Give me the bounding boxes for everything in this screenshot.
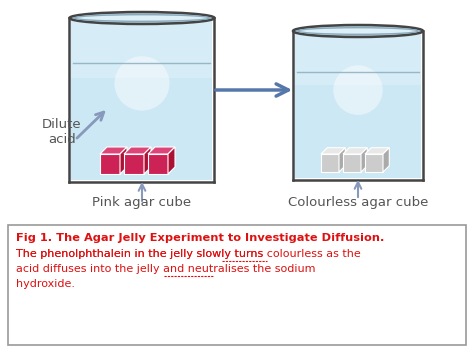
Bar (124, 154, 144, 174)
Text: The phenolphthalein in the jelly slowly turns colourless as the: The phenolphthalein in the jelly slowly … (16, 249, 361, 259)
Bar (321, 154, 339, 172)
Polygon shape (361, 148, 367, 172)
FancyBboxPatch shape (72, 18, 212, 180)
Ellipse shape (293, 25, 423, 37)
Ellipse shape (333, 65, 383, 115)
Bar (148, 154, 168, 174)
Polygon shape (100, 147, 127, 154)
Text: Colourless agar cube: Colourless agar cube (288, 196, 428, 209)
Ellipse shape (298, 28, 418, 34)
Polygon shape (124, 147, 151, 154)
Text: Fig 1. The Agar Jelly Experiment to Investigate Diffusion.: Fig 1. The Agar Jelly Experiment to Inve… (16, 233, 384, 243)
Polygon shape (168, 147, 175, 174)
Polygon shape (144, 147, 151, 174)
Ellipse shape (70, 12, 215, 24)
Text: hydroxide.: hydroxide. (16, 279, 75, 289)
FancyBboxPatch shape (295, 31, 421, 85)
Polygon shape (321, 148, 345, 154)
Polygon shape (120, 147, 127, 174)
Text: Dilute
acid: Dilute acid (42, 118, 82, 146)
Text: acid diffuses into the jelly and neutralises the sodium: acid diffuses into the jelly and neutral… (16, 264, 316, 274)
Text: Pink agar cube: Pink agar cube (92, 196, 191, 209)
Bar (343, 154, 361, 172)
Ellipse shape (74, 15, 210, 21)
Polygon shape (343, 148, 367, 154)
Polygon shape (148, 147, 175, 154)
Bar (100, 154, 120, 174)
Polygon shape (383, 148, 389, 172)
FancyBboxPatch shape (295, 31, 421, 178)
Text: The phenolphthalein in the jelly slowly turns colourless: The phenolphthalein in the jelly slowly … (16, 249, 323, 259)
Bar (365, 154, 383, 172)
Ellipse shape (114, 56, 170, 110)
Text: The phenolphthalein in the jelly slowly turns: The phenolphthalein in the jelly slowly … (16, 249, 267, 259)
Polygon shape (339, 148, 345, 172)
FancyBboxPatch shape (72, 18, 212, 78)
Polygon shape (365, 148, 389, 154)
FancyBboxPatch shape (8, 225, 466, 345)
